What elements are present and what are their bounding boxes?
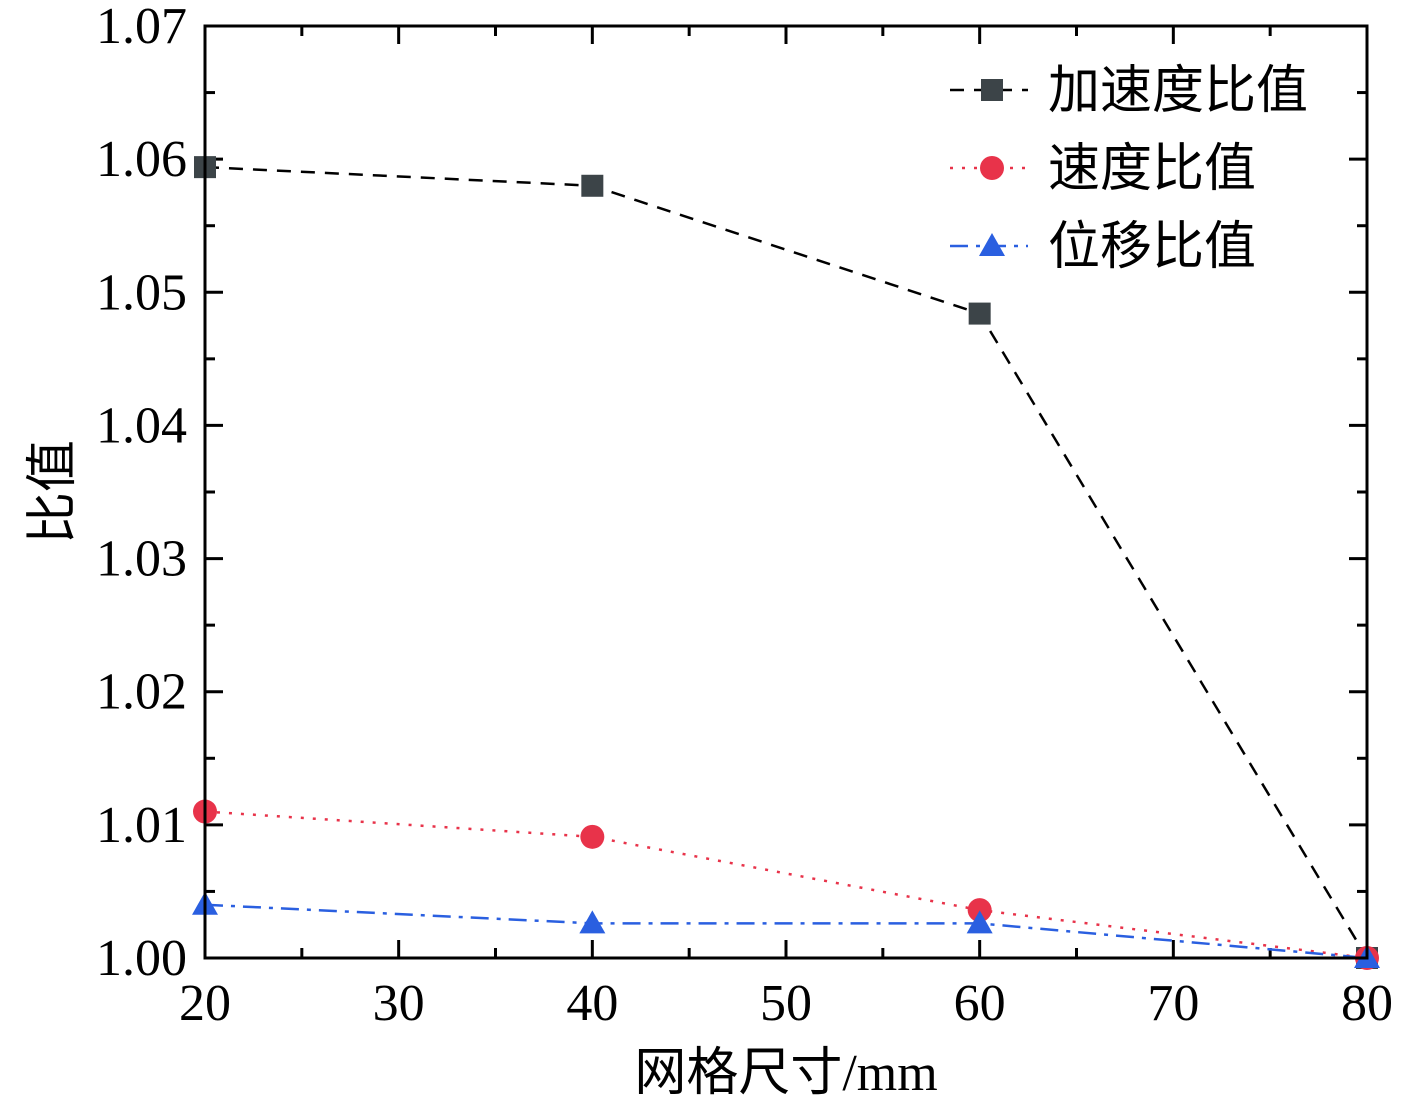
y-axis-title: 比值 xyxy=(25,440,82,544)
series-line-3 xyxy=(204,903,1368,960)
legend-label-3: 位移比值 xyxy=(1048,219,1256,276)
x-tick-label: 30 xyxy=(373,975,425,1032)
legend-label-1: 加速度比值 xyxy=(1048,63,1308,120)
legend-marker-1 xyxy=(981,79,1003,101)
tick-labels: 20 30 40 50 60 70 80 1.00 1.01 1.02 1.03 1.04 1.05 1.… xyxy=(96,0,1393,1032)
y-tick-label: 1.05 xyxy=(96,264,187,321)
x-tick-label: 60 xyxy=(954,975,1006,1032)
x-tick-label: 80 xyxy=(1341,975,1393,1032)
y-tick-label: 1.07 xyxy=(96,0,187,55)
x-tick-label: 50 xyxy=(760,975,812,1032)
series-3-point xyxy=(579,910,606,934)
y-tick-label: 1.04 xyxy=(96,397,187,454)
legend-marker-2 xyxy=(980,156,1004,180)
series-3-point xyxy=(966,910,993,934)
series-line-2 xyxy=(204,810,1368,960)
series-1-point xyxy=(581,174,604,197)
x-tick-label: 40 xyxy=(566,975,618,1032)
series-2-point xyxy=(967,898,992,923)
y-tick-label: 1.01 xyxy=(96,797,187,854)
y-tick-label: 1.03 xyxy=(96,531,187,588)
legend-label-2: 速度比值 xyxy=(1048,141,1256,198)
x-tick-label: 20 xyxy=(179,975,231,1032)
series-2-point xyxy=(580,824,605,849)
y-tick-label: 1.00 xyxy=(96,930,187,987)
series-markers xyxy=(192,156,1380,970)
series-line-1 xyxy=(204,165,1369,959)
y-tick-label: 1.02 xyxy=(96,664,187,721)
x-axis-title: 网格尺寸/mm xyxy=(634,1045,937,1102)
legend-marker-3 xyxy=(979,233,1005,256)
series-lines xyxy=(204,165,1369,960)
y-tick-label: 1.06 xyxy=(96,131,187,188)
series-1-point xyxy=(968,302,991,325)
plot-frame xyxy=(203,24,1369,960)
x-tick-label: 70 xyxy=(1147,975,1199,1032)
